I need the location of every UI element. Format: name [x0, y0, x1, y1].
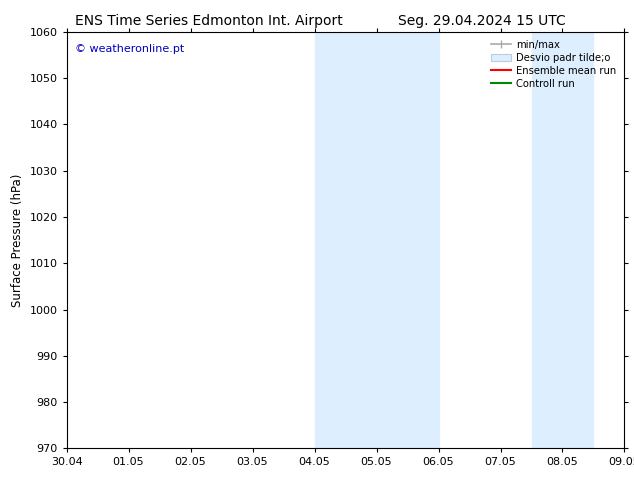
Text: ENS Time Series Edmonton Int. Airport: ENS Time Series Edmonton Int. Airport — [75, 14, 343, 28]
Text: Seg. 29.04.2024 15 UTC: Seg. 29.04.2024 15 UTC — [398, 14, 566, 28]
Bar — [531, 32, 593, 448]
Bar — [314, 32, 439, 448]
Legend: min/max, Desvio padr tilde;o, Ensemble mean run, Controll run: min/max, Desvio padr tilde;o, Ensemble m… — [488, 37, 619, 92]
Text: © weatheronline.pt: © weatheronline.pt — [75, 44, 184, 54]
Y-axis label: Surface Pressure (hPa): Surface Pressure (hPa) — [11, 173, 24, 307]
